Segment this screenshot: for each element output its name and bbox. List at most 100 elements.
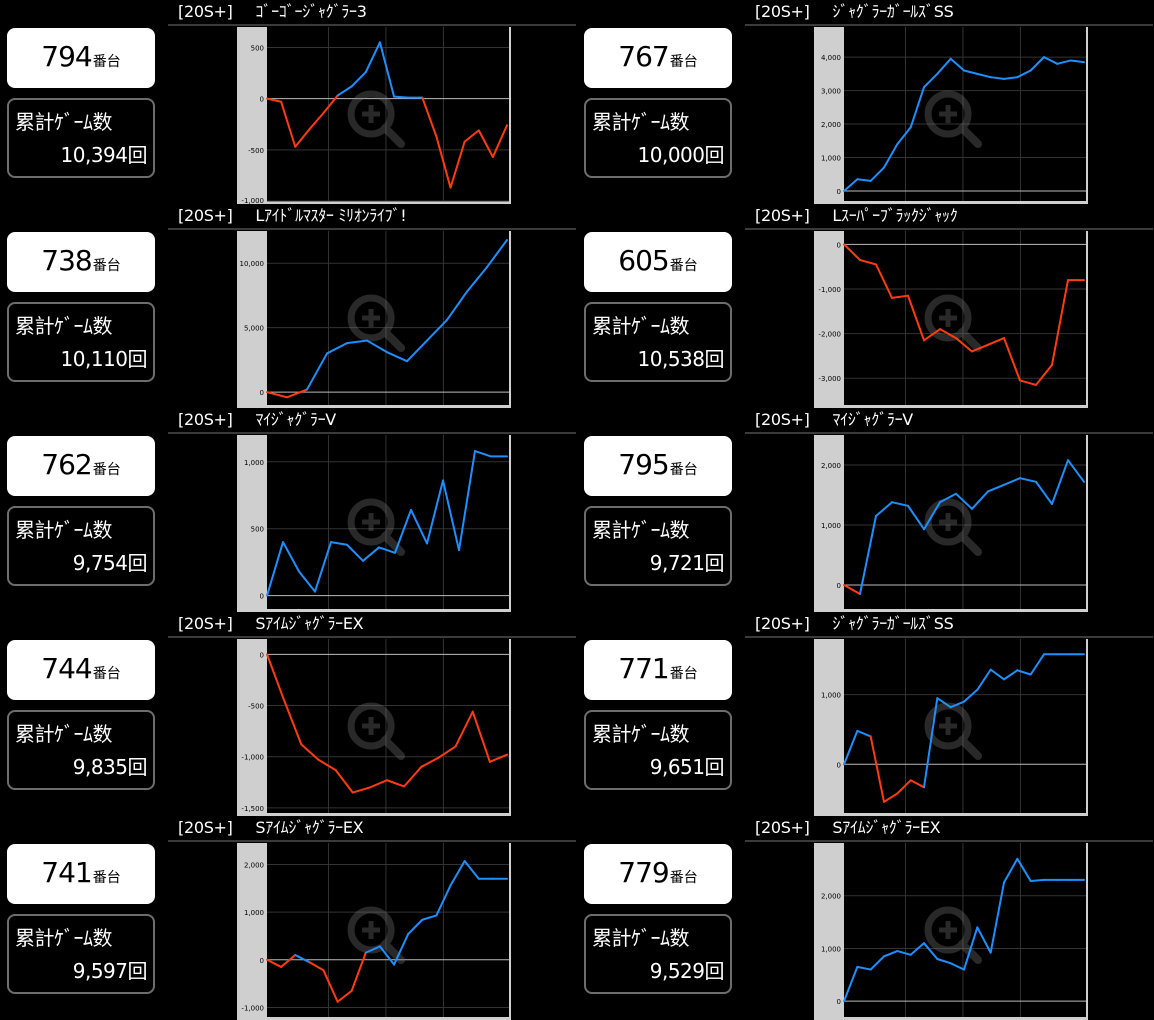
slump-graph[interactable]: 10,000 5,000 0 bbox=[237, 231, 511, 408]
total-games-label: 累計ｹﾞｰﾑ数 bbox=[592, 314, 690, 338]
plot-area bbox=[844, 639, 1086, 813]
series-segment bbox=[907, 504, 925, 531]
series-segment bbox=[936, 57, 952, 75]
rate-mode: [20S+] bbox=[178, 818, 233, 837]
series-segment bbox=[410, 508, 428, 545]
slump-graph[interactable]: 2,000 1,000 0 bbox=[814, 843, 1088, 1020]
series-segment bbox=[843, 584, 861, 595]
plot-area bbox=[267, 639, 509, 813]
series-segment bbox=[923, 328, 941, 342]
series-segment bbox=[346, 339, 368, 345]
slump-graph[interactable]: 1,000 0 bbox=[814, 639, 1088, 816]
series-segment bbox=[923, 72, 939, 89]
total-games-value: 9,597回 bbox=[72, 959, 148, 983]
series-segment bbox=[1029, 653, 1045, 676]
series-segment bbox=[420, 756, 440, 768]
series-segment bbox=[955, 492, 973, 510]
total-games-box: 累計ｹﾞｰﾑ数 10,110回 bbox=[7, 302, 155, 382]
series-segment bbox=[859, 515, 877, 595]
total-games-value: 10,538回 bbox=[637, 347, 725, 371]
slump-graph[interactable]: 500 0 -500 -1,000 bbox=[237, 27, 511, 204]
total-games-box: 累計ｹﾞｰﾑ数 9,754回 bbox=[7, 506, 155, 586]
series-segment bbox=[843, 243, 861, 261]
unit-number-button[interactable]: 744番台 bbox=[7, 640, 155, 700]
series-segment bbox=[449, 140, 466, 189]
series-segment bbox=[856, 965, 872, 971]
y-tick-label: 1,000 bbox=[821, 155, 841, 163]
total-games-value: 10,394回 bbox=[60, 143, 148, 167]
y-tick-label: 0 bbox=[837, 761, 841, 769]
slump-graph-svg: 10,000 5,000 0 bbox=[240, 231, 509, 405]
series-segment bbox=[971, 343, 989, 353]
series-segment bbox=[909, 779, 925, 789]
unit-number: 779 bbox=[618, 856, 669, 889]
unit-number: 762 bbox=[41, 448, 92, 481]
unit-number-button[interactable]: 794番台 bbox=[7, 28, 155, 88]
rate-mode: [20S+] bbox=[755, 614, 810, 633]
series-segment bbox=[1051, 279, 1069, 366]
unit-number-button[interactable]: 779番台 bbox=[584, 844, 732, 904]
unit-number-button[interactable]: 795番台 bbox=[584, 436, 732, 496]
machine-panel: [20S+] ｼﾞｬｸﾞﾗｰｶﾞｰﾙｽﾞSS 767番台 累計ｹﾞｰﾑ数 10,… bbox=[577, 0, 1154, 204]
y-tick-label: 0 bbox=[837, 188, 841, 196]
y-tick-label: 0 bbox=[837, 582, 841, 590]
series-segment bbox=[1029, 878, 1045, 882]
rate-mode: [20S+] bbox=[755, 206, 810, 225]
slump-graph[interactable]: 2,000 1,000 0 -1,000 bbox=[237, 843, 511, 1020]
slump-graph[interactable]: 2,000 1,000 0 bbox=[814, 435, 1088, 612]
y-tick-label: 500 bbox=[251, 526, 264, 534]
series-segment bbox=[869, 166, 885, 182]
series-segment bbox=[1016, 669, 1032, 676]
series-segment bbox=[421, 96, 438, 138]
series-segment bbox=[449, 860, 466, 887]
total-games-label: 累計ｹﾞｰﾑ数 bbox=[592, 518, 690, 542]
unit-number: 794 bbox=[41, 40, 92, 73]
series-segment bbox=[437, 745, 457, 759]
y-tick-label: 2,000 bbox=[821, 462, 841, 470]
machine-panel: [20S+] SｱｲﾑｼﾞｬｸﾞﾗｰEX 779番台 累計ｹﾞｰﾑ数 9,529… bbox=[577, 816, 1154, 1020]
series-segment bbox=[362, 546, 380, 562]
y-tick-label: 0 bbox=[260, 593, 264, 601]
slump-graph[interactable]: 1,000 500 0 bbox=[237, 435, 511, 612]
series-segment bbox=[909, 86, 925, 129]
series-segment bbox=[477, 129, 494, 158]
slump-graph[interactable]: 0 -500 -1,000 -1,500 bbox=[237, 639, 511, 816]
series-segment bbox=[330, 541, 348, 546]
series-segment bbox=[378, 546, 396, 554]
y-tick-label: 1,000 bbox=[821, 945, 841, 953]
series-segment bbox=[939, 328, 957, 340]
series-segment bbox=[1051, 459, 1069, 505]
total-games-label: 累計ｹﾞｰﾑ数 bbox=[592, 926, 690, 950]
unit-number-button[interactable]: 605番台 bbox=[584, 232, 732, 292]
series-segment bbox=[378, 945, 396, 966]
total-games-box: 累計ｹﾞｰﾑ数 10,538回 bbox=[584, 302, 732, 382]
unit-number-button[interactable]: 767番台 bbox=[584, 28, 732, 88]
plot-area bbox=[267, 435, 509, 609]
unit-number-button[interactable]: 771番台 bbox=[584, 640, 732, 700]
series-segment bbox=[282, 541, 300, 573]
machine-panel: [20S+] ﾏｲｼﾞｬｸﾞﾗｰV 795番台 累計ｹﾞｰﾑ数 9,721回 2… bbox=[577, 408, 1154, 612]
unit-number-button[interactable]: 741番台 bbox=[7, 844, 155, 904]
series-segment bbox=[406, 339, 428, 363]
unit-number-button[interactable]: 762番台 bbox=[7, 436, 155, 496]
machine-name: SｱｲﾑｼﾞｬｸﾞﾗｰEX bbox=[255, 818, 364, 837]
series-segment bbox=[856, 729, 872, 738]
y-tick-label: 2,000 bbox=[244, 861, 264, 869]
series-segment bbox=[298, 570, 316, 593]
series-segment bbox=[939, 492, 957, 504]
slump-graph[interactable]: 0 -1,000 -2,000 -3,000 bbox=[814, 231, 1088, 408]
panel-header: [20S+] ｼﾞｬｸﾞﾗｰｶﾞｰﾙｽﾞSS bbox=[745, 612, 1153, 638]
panel-header: [20S+] SｱｲﾑｼﾞｬｸﾞﾗｰEX bbox=[168, 816, 576, 842]
machine-panel: [20S+] SｱｲﾑｼﾞｬｸﾞﾗｰEX 744番台 累計ｹﾞｰﾑ数 9,835… bbox=[0, 612, 577, 816]
series-segment bbox=[421, 914, 438, 921]
series-segment bbox=[891, 501, 909, 507]
y-tick-label: -1,000 bbox=[241, 754, 264, 762]
series-segment bbox=[394, 508, 412, 554]
machine-panel: [20S+] ｼﾞｬｸﾞﾗｰｶﾞｰﾙｽﾞSS 771番台 累計ｹﾞｰﾑ数 9,6… bbox=[577, 612, 1154, 816]
slump-graph[interactable]: 4,000 3,000 2,000 1,000 0 bbox=[814, 27, 1088, 204]
machine-panel: [20S+] SｱｲﾑｼﾞｬｸﾞﾗｰEX 741番台 累計ｹﾞｰﾑ数 9,597… bbox=[0, 816, 577, 1020]
total-games-value: 9,721回 bbox=[649, 551, 725, 575]
series-segment bbox=[1003, 477, 1021, 486]
machine-name: ｼﾞｬｸﾞﾗｰｶﾞｰﾙｽﾞSS bbox=[832, 614, 954, 633]
unit-number-button[interactable]: 738番台 bbox=[7, 232, 155, 292]
